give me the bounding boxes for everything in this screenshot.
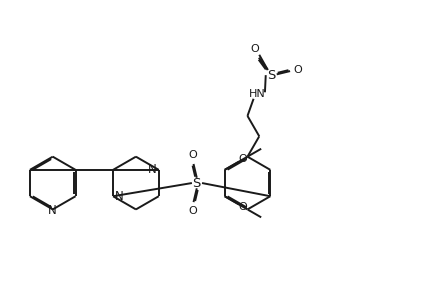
Text: HN: HN	[249, 88, 265, 99]
Text: N: N	[148, 163, 157, 176]
Text: O: O	[188, 150, 197, 160]
Text: S: S	[193, 177, 201, 190]
Text: N: N	[49, 204, 57, 217]
Text: S: S	[267, 69, 275, 82]
Text: O: O	[294, 65, 302, 75]
Text: N: N	[115, 190, 124, 203]
Text: O: O	[239, 202, 248, 212]
Text: O: O	[239, 154, 248, 164]
Text: O: O	[251, 44, 259, 54]
Text: O: O	[188, 206, 197, 216]
